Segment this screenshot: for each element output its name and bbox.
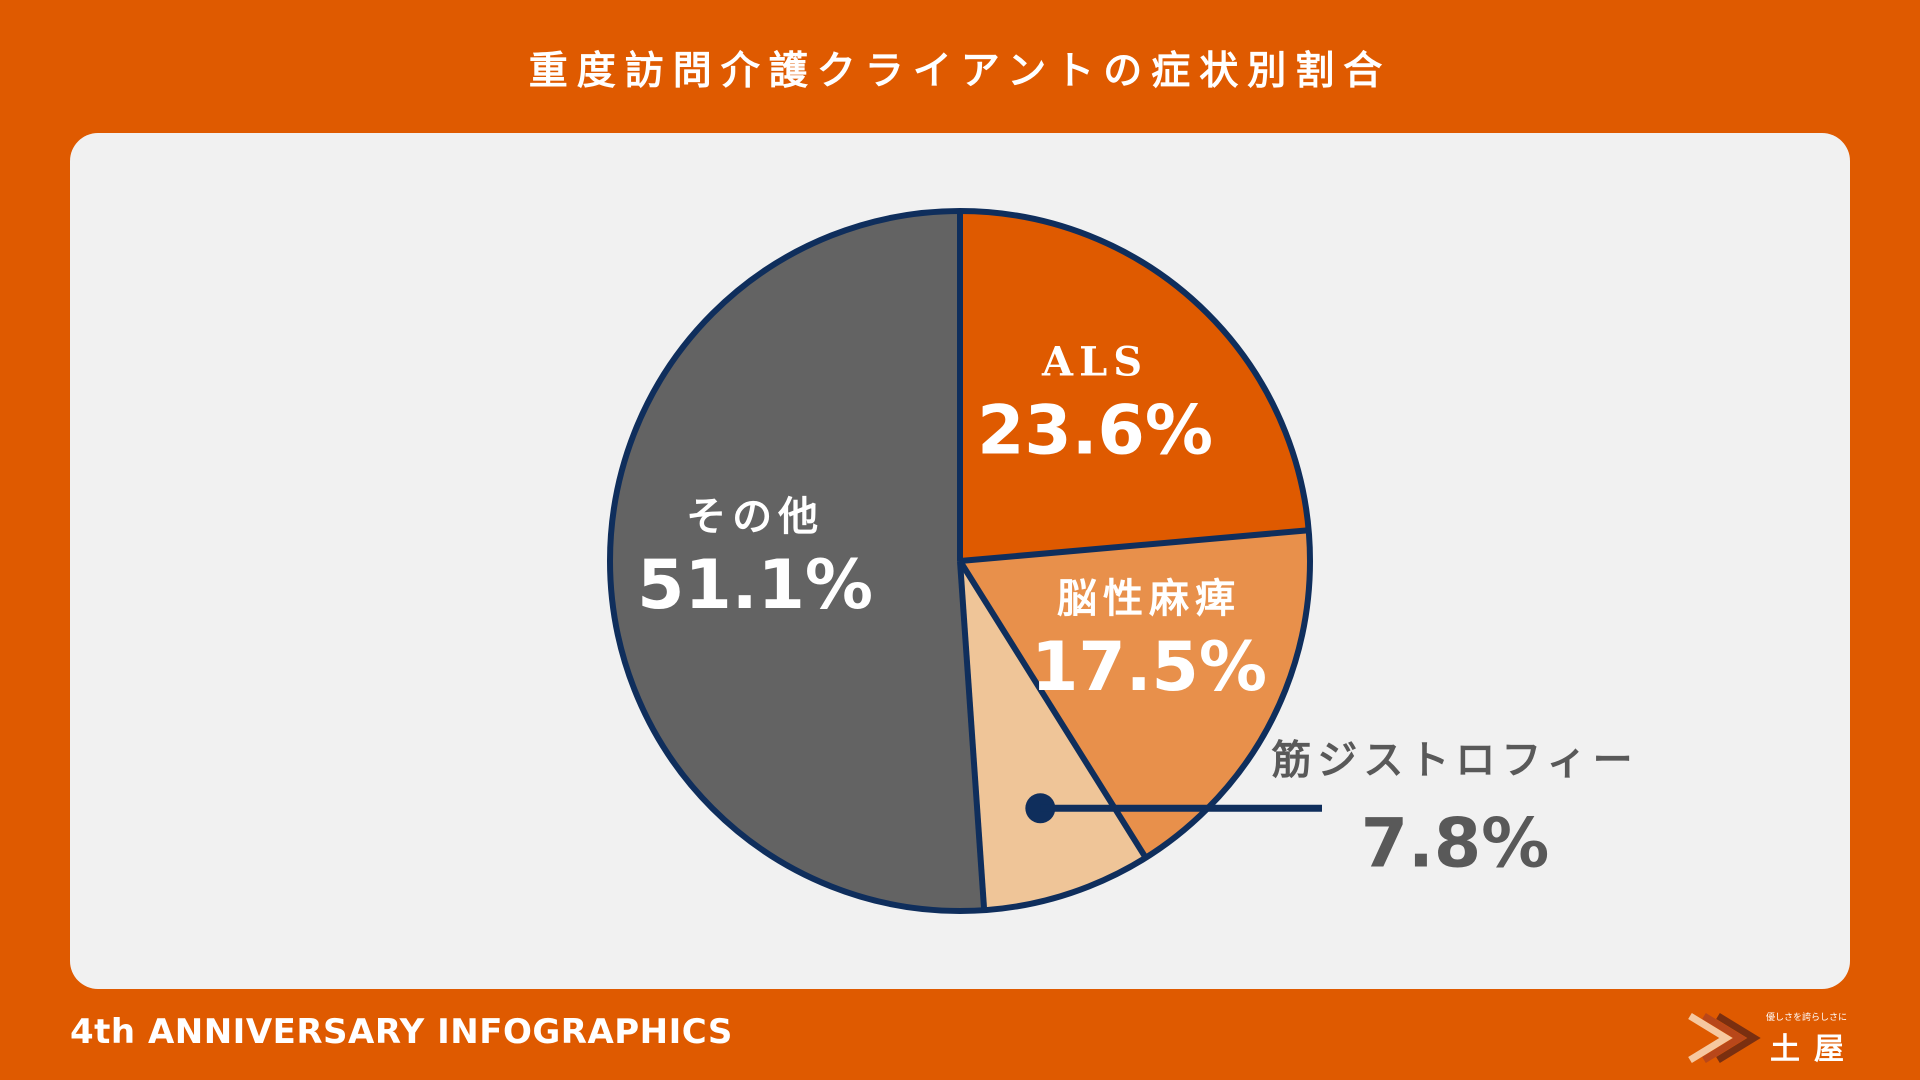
slice-name-other: その他 bbox=[686, 493, 824, 540]
pie-slice-muscular-dystrophy bbox=[960, 561, 1146, 911]
callout-leader bbox=[1025, 793, 1322, 824]
brand-logo: 優しさを誇らしさに 土屋 bbox=[1686, 1006, 1858, 1067]
pie-slice-als bbox=[960, 211, 1309, 561]
pie-slice-other bbox=[609, 211, 985, 911]
pie-slice-cerebral-palsy bbox=[960, 530, 1310, 858]
slice-divider bbox=[959, 527, 1309, 564]
logo-mark-icon bbox=[1688, 1013, 1761, 1063]
slice-divider bbox=[957, 560, 988, 911]
slice-value-muscular-dystrophy: 7.8% bbox=[1361, 804, 1550, 883]
slice-name-muscular-dystrophy: 筋ジストロフィー bbox=[1271, 736, 1638, 783]
slice-value-other: 51.1% bbox=[637, 546, 873, 625]
footer-caption: 4th ANNIVERSARY INFOGRAPHICS bbox=[70, 1012, 733, 1052]
logo-name: 土屋 bbox=[1770, 1032, 1858, 1067]
pie-slices bbox=[609, 211, 1310, 911]
slice-name-als: ALS bbox=[1041, 338, 1148, 385]
logo-tagline: 優しさを誇らしさに bbox=[1766, 1013, 1848, 1023]
pie-outline bbox=[607, 208, 1313, 914]
pie-border bbox=[607, 208, 1313, 914]
slice-name-cerebral-palsy: 脳性麻痺 bbox=[1057, 575, 1241, 622]
slice-value-als: 23.6% bbox=[977, 391, 1213, 470]
pie-labels: ALS 23.6% 脳性麻痺 17.5% 筋ジストロフィー 7.8% その他 5… bbox=[637, 338, 1638, 883]
page-title: 重度訪問介護クライアントの症状別割合 bbox=[528, 48, 1392, 94]
slice-value-cerebral-palsy: 17.5% bbox=[1031, 628, 1267, 707]
